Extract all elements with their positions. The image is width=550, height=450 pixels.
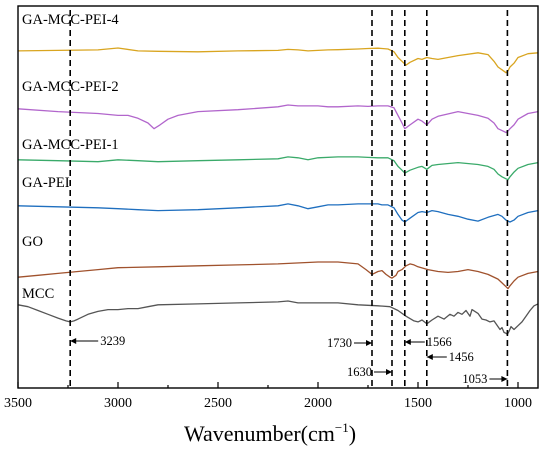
series-label-ga-mcc-pei-4: GA-MCC-PEI-4 [22, 12, 119, 28]
series-line-go [17, 261, 539, 290]
plot-frame [17, 5, 539, 389]
annotation-label-3239: 3239 [100, 334, 125, 348]
x-tick-label-2000: 2000 [304, 396, 332, 411]
series-label-mcc: MCC [22, 286, 54, 302]
annotation-label-1456: 1456 [449, 350, 474, 364]
series-line-ga-pei [17, 203, 539, 223]
annotation-arrowhead-1630 [386, 369, 392, 375]
annotation-arrowhead-3239 [70, 338, 77, 344]
annotation-arrowhead-1053 [501, 376, 508, 382]
x-tick-label-1000: 1000 [504, 396, 532, 411]
annotation-label-1730: 1730 [327, 336, 352, 350]
annotation-label-1566: 1566 [427, 335, 452, 349]
x-tick-label-1500: 1500 [404, 396, 432, 411]
spectra-traces [17, 47, 539, 335]
x-tick-label-3000: 3000 [104, 396, 132, 411]
series-line-ga-mcc-pei-2 [17, 104, 539, 134]
x-axis-label: Wavenumber(cm−1) [184, 420, 356, 446]
series-label-ga-mcc-pei-2: GA-MCC-PEI-2 [22, 79, 119, 95]
annotation-label-1053: 1053 [462, 372, 487, 386]
x-tick-label-3500: 3500 [4, 396, 32, 411]
x-axis-label-superscript: −1 [335, 420, 349, 435]
annotation-label-1630: 1630 [347, 365, 372, 379]
annotation-arrowhead-1566 [404, 339, 411, 345]
series-label-ga-pei: GA-PEI [22, 175, 70, 191]
annotation-arrowhead-1730 [366, 340, 372, 346]
series-label-ga-mcc-pei-1: GA-MCC-PEI-1 [22, 137, 119, 153]
series-line-ga-mcc-pei-4 [17, 47, 539, 74]
annotation-arrowhead-1456 [426, 354, 433, 360]
series-labels: GA-MCC-PEI-4 GA-MCC-PEI-2 GA-MCC-PEI-1 GA-P… [22, 12, 119, 302]
series-line-ga-mcc-pei-1 [17, 156, 539, 181]
series-line-mcc [17, 300, 539, 335]
x-axis: 3500 3000 2500 2000 1500 1000 [4, 382, 532, 411]
series-label-go: GO [22, 234, 43, 250]
reference-lines [69, 10, 509, 388]
x-tick-label-2500: 2500 [204, 396, 232, 411]
